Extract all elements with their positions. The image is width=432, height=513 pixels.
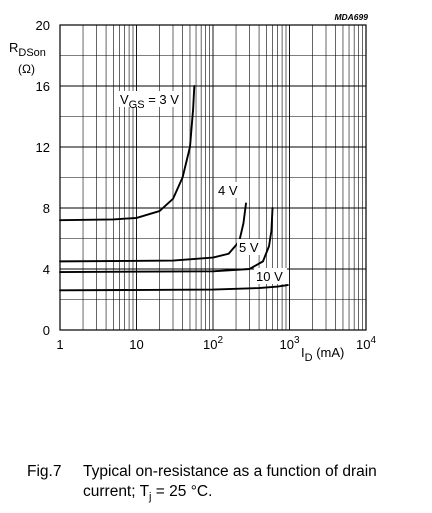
series-line xyxy=(59,207,274,273)
series-label-bg xyxy=(237,239,264,255)
chart-curves xyxy=(59,85,289,292)
chart-code: MDA699 xyxy=(334,12,368,22)
series-line xyxy=(59,284,289,292)
x-tick-exponent: 3 xyxy=(294,335,300,346)
chart-grid xyxy=(59,24,367,331)
y-axis-unit: (Ω) xyxy=(18,62,35,76)
caption-text: Typical on-resistance as a function of d… xyxy=(83,462,423,507)
x-tick-base: 10 xyxy=(203,337,217,352)
y-tick-label: 4 xyxy=(43,262,50,277)
caption-text-end: = 25 °C. xyxy=(151,483,213,500)
series-label-main: 5 V xyxy=(239,240,259,255)
x-tick-label: 102 xyxy=(203,335,223,352)
x-tick-exponent: 2 xyxy=(217,335,223,346)
series-label-bg xyxy=(216,182,243,198)
x-tick-base: 1 xyxy=(56,337,63,352)
series-line xyxy=(59,202,247,263)
x-axis-label-unit: (mA) xyxy=(313,345,345,360)
chart-axes xyxy=(59,24,367,331)
x-tick-label: 1 xyxy=(56,337,63,352)
series-label-bg xyxy=(118,91,181,107)
plot-frame xyxy=(59,24,367,331)
caption-text-sub: j xyxy=(149,491,152,504)
caption-number: Fig.7 xyxy=(27,463,62,480)
y-tick-label: 8 xyxy=(43,201,50,216)
series-label: 4 V xyxy=(218,183,238,198)
series-label: 10 V xyxy=(256,269,283,284)
x-tick-base: 10 xyxy=(129,337,143,352)
y-tick-label: 12 xyxy=(36,140,50,155)
series-label-bg xyxy=(254,268,287,284)
x-axis-label: ID (mA) xyxy=(301,345,344,364)
y-tick-label: 20 xyxy=(36,18,50,33)
series-label-main: 10 V xyxy=(256,269,283,284)
x-tick-base: 10 xyxy=(356,337,370,352)
series-label: VGS = 3 V xyxy=(120,92,179,111)
y-axis-label: RDSon xyxy=(9,40,46,59)
y-axis-label-main: R xyxy=(9,40,18,55)
series-line xyxy=(59,85,196,222)
series-label: 5 V xyxy=(239,240,259,255)
y-axis-label-sub: DSon xyxy=(18,47,46,59)
series-label-sub: GS xyxy=(129,99,145,111)
x-tick-exponent: 4 xyxy=(370,335,376,346)
series-label-main: 4 V xyxy=(218,183,238,198)
x-tick-label: 10 xyxy=(129,337,143,352)
series-label-main: V xyxy=(120,92,129,107)
x-tick-label: 103 xyxy=(279,335,299,352)
series-label-rest: = 3 V xyxy=(145,92,180,107)
y-tick-label: 0 xyxy=(43,323,50,338)
x-axis-label-sub: D xyxy=(305,352,313,364)
caption-text-main: Typical on-resistance as a function of d… xyxy=(83,463,377,500)
x-tick-label: 104 xyxy=(356,335,376,352)
y-tick-label: 16 xyxy=(36,79,50,94)
x-axis-label-main: I xyxy=(301,345,305,360)
x-tick-base: 10 xyxy=(279,337,293,352)
